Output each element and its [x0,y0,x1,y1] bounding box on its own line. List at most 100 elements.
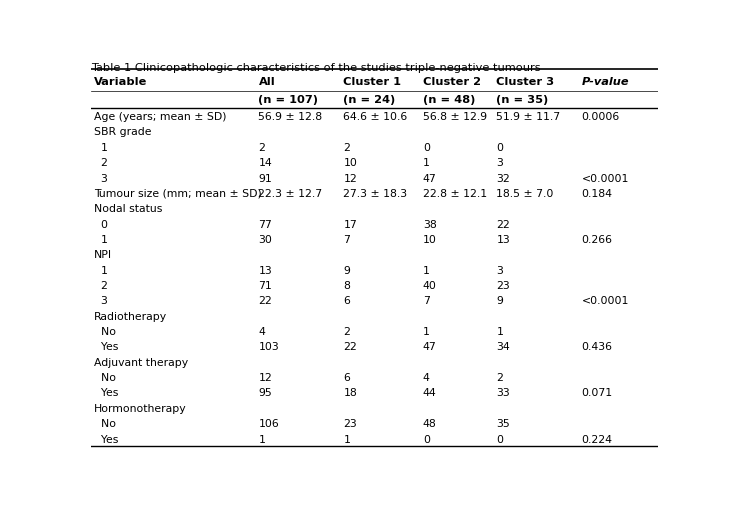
Text: 8: 8 [344,280,350,290]
Text: 9: 9 [496,296,504,306]
Text: 3: 3 [496,265,504,275]
Text: 18.5 ± 7.0: 18.5 ± 7.0 [496,188,554,198]
Text: 1: 1 [94,142,108,153]
Text: 6: 6 [344,296,350,306]
Text: Radiotherapy: Radiotherapy [94,311,167,321]
Text: 10: 10 [423,234,436,244]
Text: All: All [259,77,276,87]
Text: 13: 13 [259,265,272,275]
Text: 12: 12 [259,372,272,382]
Text: 38: 38 [423,219,436,229]
Text: 56.9 ± 12.8: 56.9 ± 12.8 [259,112,322,122]
Text: No: No [94,326,116,336]
Text: Yes: Yes [94,434,118,444]
Text: Variable: Variable [94,77,148,87]
Text: P-value: P-value [581,77,629,87]
Text: 1: 1 [259,434,265,444]
Text: 95: 95 [259,388,272,398]
Text: 1: 1 [94,234,108,244]
Text: 13: 13 [496,234,510,244]
Text: 4: 4 [423,372,430,382]
Text: 47: 47 [423,342,436,351]
Text: 0.071: 0.071 [581,388,613,398]
Text: 23: 23 [344,418,357,428]
Text: (n = 107): (n = 107) [259,95,319,105]
Text: 22: 22 [344,342,357,351]
Text: 40: 40 [423,280,436,290]
Text: 1: 1 [496,326,504,336]
Text: (n = 24): (n = 24) [344,95,395,105]
Text: 1: 1 [423,158,430,168]
Text: Hormonotherapy: Hormonotherapy [94,403,187,413]
Text: (n = 48): (n = 48) [423,95,475,105]
Text: 6: 6 [344,372,350,382]
Text: 0.224: 0.224 [581,434,613,444]
Text: 0.436: 0.436 [581,342,613,351]
Text: 7: 7 [344,234,350,244]
Text: Age (years; mean ± SD): Age (years; mean ± SD) [94,112,227,122]
Text: 17: 17 [344,219,357,229]
Text: 1: 1 [423,265,430,275]
Text: 32: 32 [496,173,510,183]
Text: SBR grade: SBR grade [94,127,152,137]
Text: 1: 1 [344,434,350,444]
Text: 1: 1 [423,326,430,336]
Text: 44: 44 [423,388,436,398]
Text: 10: 10 [344,158,357,168]
Text: 34: 34 [496,342,510,351]
Text: Table 1 Clinicopathologic characteristics of the studies triple-negative tumours: Table 1 Clinicopathologic characteristic… [91,63,541,73]
Text: 103: 103 [259,342,279,351]
Text: 30: 30 [259,234,273,244]
Text: 2: 2 [344,142,350,153]
Text: 18: 18 [344,388,357,398]
Text: 3: 3 [94,296,108,306]
Text: (n = 35): (n = 35) [496,95,549,105]
Text: 56.8 ± 12.9: 56.8 ± 12.9 [423,112,487,122]
Text: 2: 2 [94,158,108,168]
Text: 12: 12 [344,173,357,183]
Text: 0.0006: 0.0006 [581,112,620,122]
Text: 14: 14 [259,158,272,168]
Text: 0: 0 [496,434,504,444]
Text: 71: 71 [259,280,272,290]
Text: 47: 47 [423,173,436,183]
Text: 2: 2 [94,280,108,290]
Text: 9: 9 [344,265,350,275]
Text: 3: 3 [496,158,504,168]
Text: 22: 22 [496,219,510,229]
Text: 2: 2 [496,372,504,382]
Text: 0: 0 [94,219,108,229]
Text: 35: 35 [496,418,510,428]
Text: 3: 3 [94,173,108,183]
Text: 22: 22 [259,296,272,306]
Text: 1: 1 [94,265,108,275]
Text: Nodal status: Nodal status [94,204,162,214]
Text: Cluster 1: Cluster 1 [344,77,401,87]
Text: Yes: Yes [94,342,118,351]
Text: Cluster 2: Cluster 2 [423,77,481,87]
Text: 2: 2 [344,326,350,336]
Text: 91: 91 [259,173,272,183]
Text: 2: 2 [259,142,265,153]
Text: Cluster 3: Cluster 3 [496,77,555,87]
Text: 0: 0 [423,434,430,444]
Text: No: No [94,418,116,428]
Text: 0: 0 [423,142,430,153]
Text: 51.9 ± 11.7: 51.9 ± 11.7 [496,112,561,122]
Text: Tumour size (mm; mean ± SD): Tumour size (mm; mean ± SD) [94,188,262,198]
Text: 77: 77 [259,219,272,229]
Text: <0.0001: <0.0001 [581,173,629,183]
Text: 7: 7 [423,296,430,306]
Text: 22.8 ± 12.1: 22.8 ± 12.1 [423,188,487,198]
Text: 0.184: 0.184 [581,188,613,198]
Text: 33: 33 [496,388,510,398]
Text: NPI: NPI [94,250,113,260]
Text: 23: 23 [496,280,510,290]
Text: 22.3 ± 12.7: 22.3 ± 12.7 [259,188,322,198]
Text: 64.6 ± 10.6: 64.6 ± 10.6 [344,112,408,122]
Text: 0.266: 0.266 [581,234,613,244]
Text: 48: 48 [423,418,436,428]
Text: 27.3 ± 18.3: 27.3 ± 18.3 [344,188,408,198]
Text: Yes: Yes [94,388,118,398]
Text: Adjuvant therapy: Adjuvant therapy [94,357,189,367]
